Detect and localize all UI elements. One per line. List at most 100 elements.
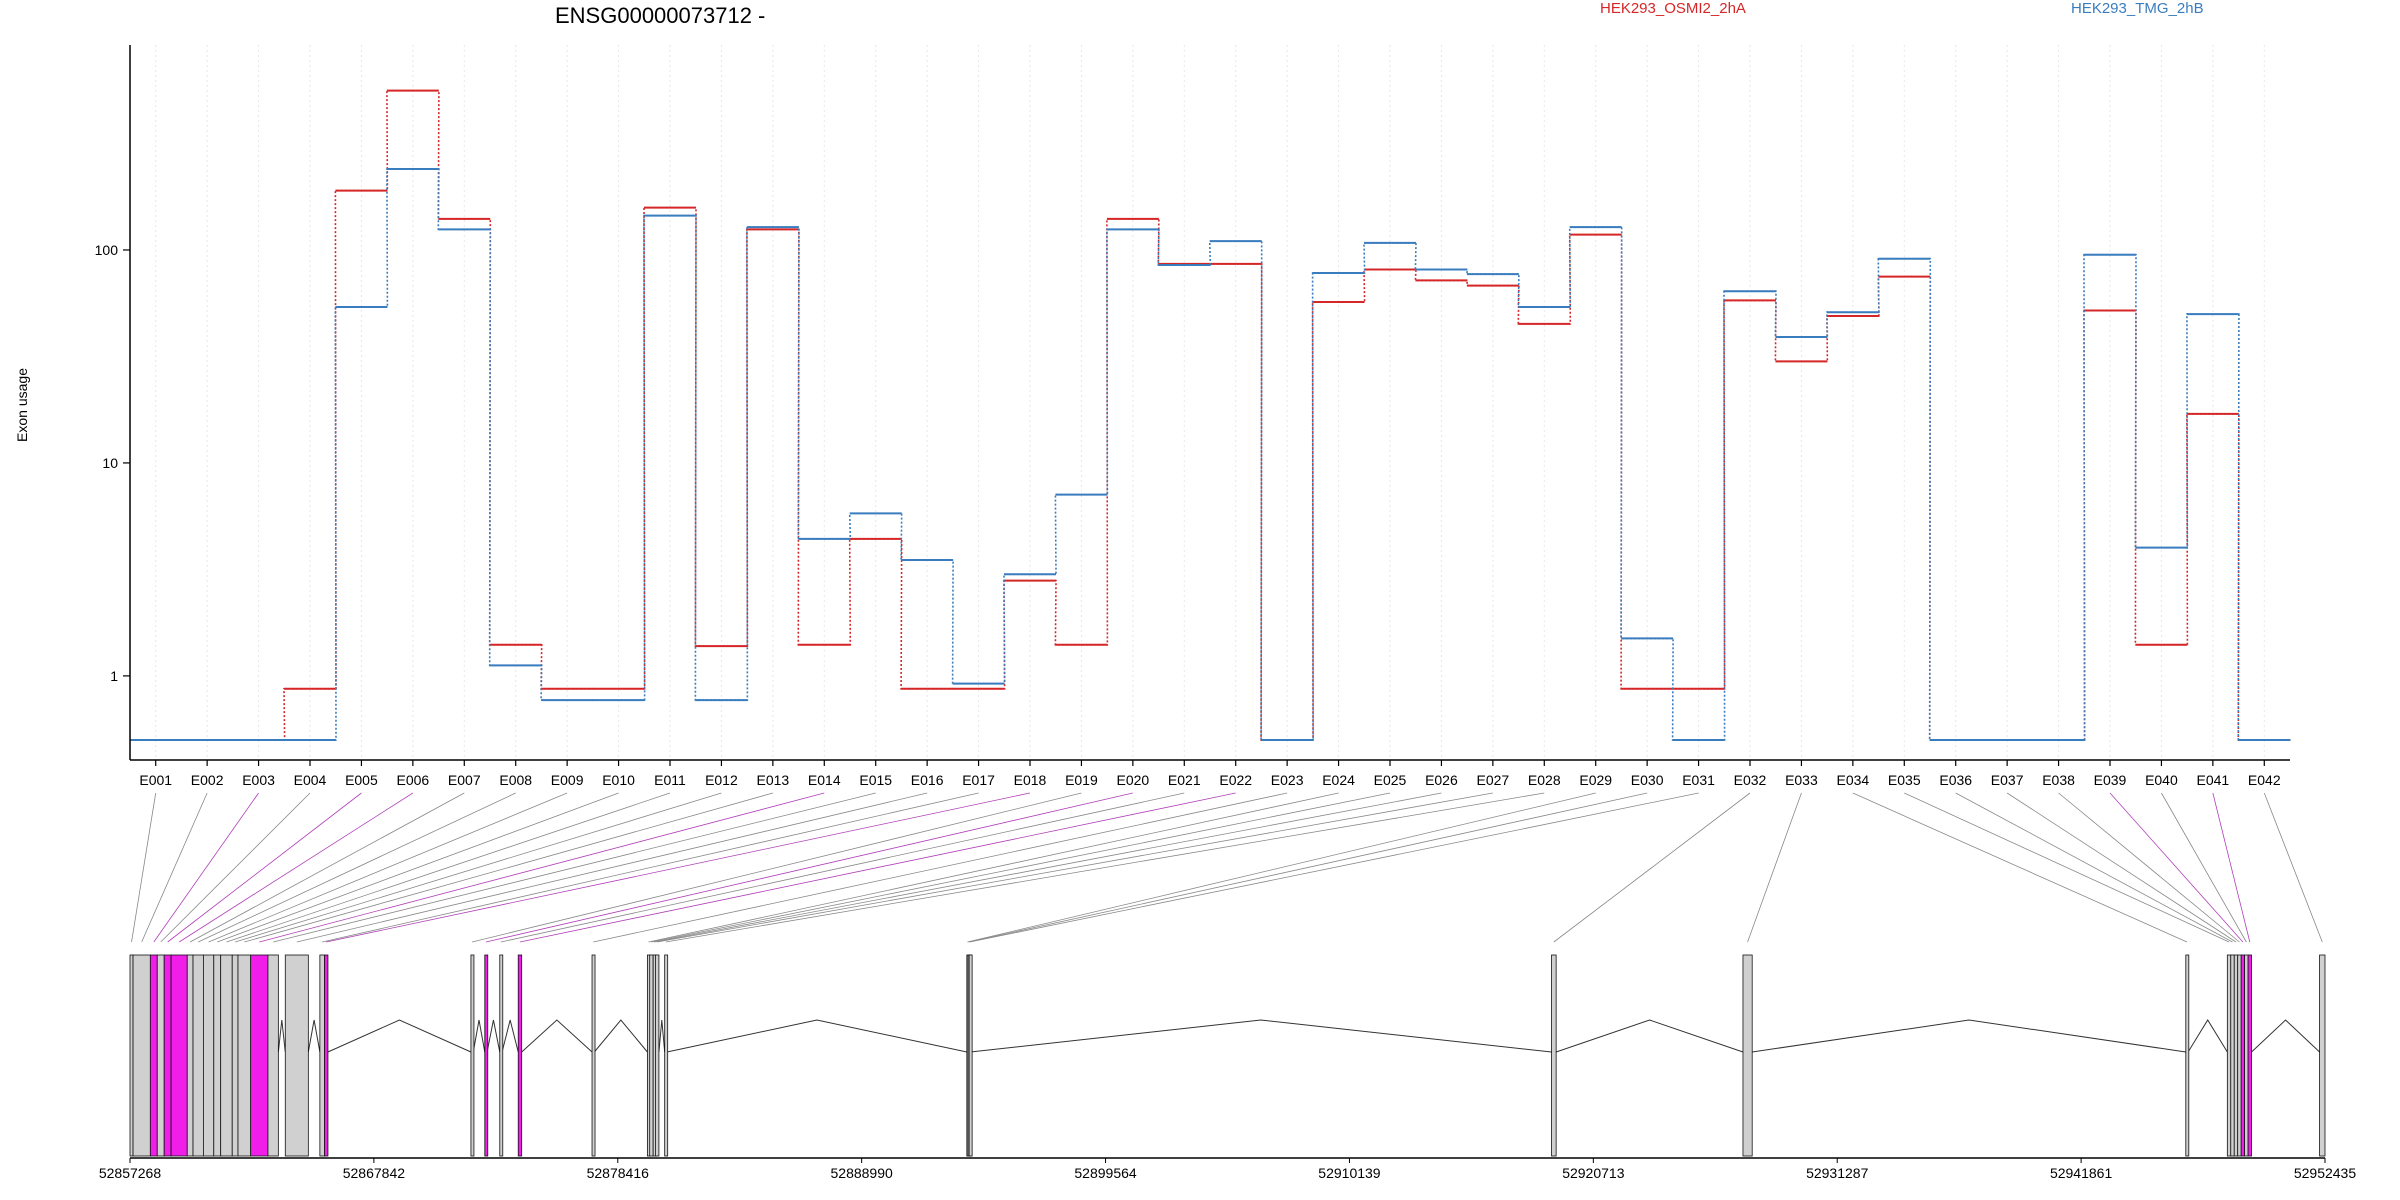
- connector-e018: [326, 792, 1031, 943]
- exon-box-e007: [186, 954, 194, 1157]
- connector-e016: [296, 792, 928, 943]
- exon-box-e037: [2233, 954, 2239, 1157]
- connector-e023: [593, 792, 1288, 943]
- exon-box-e015: [267, 954, 279, 1157]
- y-tick-label-1: 1: [110, 668, 118, 684]
- exon-label-e020: E020: [1117, 772, 1150, 788]
- y-tick-label-100: 100: [95, 242, 119, 258]
- connector-e005: [167, 792, 362, 943]
- intron-20: [486, 1019, 501, 1053]
- exon-box-e016: [284, 954, 309, 1157]
- exon-box-e012: [231, 954, 239, 1157]
- connector-e027: [657, 792, 1493, 943]
- exon-label-e037: E037: [1991, 772, 2024, 788]
- exon-label-e034: E034: [1837, 772, 1870, 788]
- connector-e017: [322, 792, 979, 943]
- connector-e033: [1747, 792, 1802, 943]
- exon-box-e038: [2237, 954, 2242, 1157]
- exon-box-e019: [470, 954, 475, 1157]
- intron-18: [327, 1019, 472, 1053]
- gene-coord-52857268: 52857268: [99, 1165, 162, 1181]
- exon-box-e014: [250, 954, 269, 1157]
- connector-e041: [2212, 792, 2251, 943]
- exon-box-e003: [149, 954, 158, 1157]
- introns: [277, 1019, 2320, 1053]
- exon-label-e031: E031: [1682, 772, 1715, 788]
- exon-label-e038: E038: [2042, 772, 2075, 788]
- series-1: [129, 89, 2291, 741]
- intron-15: [277, 1019, 286, 1053]
- gene-model-track: 52857268 52867842 52878416 52888990 52899564…: [99, 954, 2356, 1181]
- exon-label-e025: E025: [1374, 772, 1407, 788]
- exon-box-e033: [1742, 954, 1753, 1157]
- connector-e008: [198, 792, 516, 943]
- series-1-path: [129, 89, 2291, 741]
- connector-e006: [178, 792, 414, 943]
- exon-box-e010: [213, 954, 222, 1157]
- exon-label-e027: E027: [1477, 772, 1510, 788]
- intron-32: [1555, 1019, 1744, 1053]
- chart-title: ENSG00000073712 -: [555, 3, 765, 28]
- connector-e037: [2006, 792, 2237, 943]
- exon-box-e001: [129, 954, 134, 1157]
- connector-e025: [651, 792, 1391, 943]
- connector-e036: [1955, 792, 2233, 943]
- connector-e007: [189, 792, 465, 943]
- connector-e035: [1904, 792, 2230, 943]
- connector-e001: [131, 792, 157, 943]
- intron-27: [658, 1019, 666, 1053]
- connector-e011: [226, 792, 671, 943]
- gene-coord-52920713: 52920713: [1562, 1165, 1625, 1181]
- exon-box-e027: [655, 954, 660, 1157]
- exon-label-e028: E028: [1528, 772, 1561, 788]
- exon-box-e028: [664, 954, 669, 1157]
- exon-box-e005: [163, 954, 172, 1157]
- connector-e039: [2109, 792, 2244, 943]
- exon-box-e002: [132, 954, 151, 1157]
- connector-e014: [259, 792, 825, 943]
- gene-coord-52878416: 52878416: [587, 1165, 650, 1181]
- exon-box-e020: [484, 954, 489, 1157]
- exon-label-e036: E036: [1939, 772, 1972, 788]
- connector-e019: [472, 792, 1082, 943]
- exon-label-e012: E012: [705, 772, 738, 788]
- exon-box-e021: [499, 954, 504, 1157]
- exon-label-e021: E021: [1168, 772, 1201, 788]
- series-2: [129, 168, 2291, 741]
- exon-label-e007: E007: [448, 772, 481, 788]
- exon-label-e013: E013: [757, 772, 790, 788]
- exon-label-e032: E032: [1734, 772, 1767, 788]
- exon-label-e018: E018: [1014, 772, 1047, 788]
- connector-e031: [969, 792, 1699, 943]
- exon-label-e015: E015: [859, 772, 892, 788]
- axes: 1 10 100 E001 E002 E003 E004 E005 E006 E007 E008 E0…: [95, 45, 2290, 788]
- connector-e021: [500, 792, 1185, 943]
- exon-box-e017: [319, 954, 325, 1157]
- exon-box-e009: [202, 954, 215, 1157]
- intron-41: [2251, 1019, 2320, 1053]
- exon-label-e004: E004: [294, 772, 327, 788]
- exon-box-e013: [237, 954, 252, 1157]
- exon-box-e032: [1551, 954, 1557, 1157]
- exon-label-e002: E002: [191, 772, 224, 788]
- connector-e028: [665, 792, 1545, 943]
- exon-box-e034: [2185, 954, 2190, 1157]
- exon-label-e014: E014: [808, 772, 841, 788]
- intron-28: [666, 1019, 967, 1053]
- connector-e040: [2161, 792, 2247, 943]
- connector-e009: [208, 792, 568, 943]
- exon-label-e017: E017: [962, 772, 995, 788]
- exon-label-e010: E010: [602, 772, 635, 788]
- exon-box-e022: [517, 954, 523, 1157]
- exon-box-e039: [2240, 954, 2246, 1157]
- exon-box-e006: [170, 954, 188, 1157]
- exon-box-e008: [192, 954, 204, 1157]
- connector-e013: [244, 792, 773, 943]
- exon-label-e040: E040: [2145, 772, 2178, 788]
- gene-coord-52941861: 52941861: [2050, 1165, 2113, 1181]
- exon-label-e011: E011: [654, 772, 686, 788]
- gene-coord-52888990: 52888990: [831, 1165, 894, 1181]
- connector-e030: [968, 792, 1648, 943]
- intron-23: [593, 1019, 648, 1053]
